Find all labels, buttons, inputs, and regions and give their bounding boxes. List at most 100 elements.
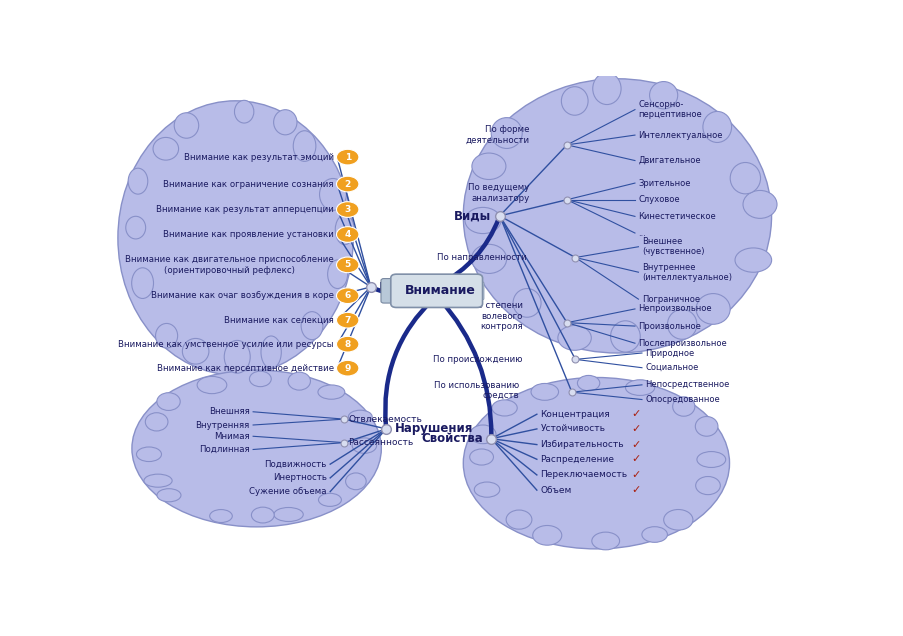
Ellipse shape	[663, 509, 693, 530]
Ellipse shape	[666, 309, 696, 339]
Text: Внимание как результат апперцепции: Внимание как результат апперцепции	[155, 205, 333, 214]
Ellipse shape	[694, 417, 717, 436]
Ellipse shape	[464, 207, 500, 233]
Text: 9: 9	[344, 364, 350, 373]
Ellipse shape	[695, 294, 730, 324]
Text: Инертность: Инертность	[273, 473, 326, 482]
Text: Внутренняя: Внутренняя	[195, 420, 249, 429]
Text: Внешняя: Внешняя	[209, 407, 249, 417]
Ellipse shape	[348, 410, 372, 423]
Ellipse shape	[470, 449, 493, 465]
Circle shape	[336, 288, 358, 303]
Ellipse shape	[153, 137, 179, 160]
Text: Кинестетическое: Кинестетическое	[638, 212, 715, 221]
Text: По форме
деятельности: По форме деятельности	[465, 125, 529, 145]
Text: Рассеянность: Рассеянность	[348, 438, 414, 447]
Text: Внимание как очаг возбуждения в коре: Внимание как очаг возбуждения в коре	[151, 291, 333, 300]
Ellipse shape	[742, 190, 777, 218]
Ellipse shape	[641, 527, 666, 543]
Text: Отвлекаемость: Отвлекаемость	[348, 415, 422, 424]
Text: Слуховое: Слуховое	[638, 195, 679, 204]
Circle shape	[336, 202, 358, 218]
Text: 3: 3	[344, 205, 350, 214]
Ellipse shape	[319, 179, 346, 211]
Text: По происхождению: По происхождению	[433, 355, 522, 364]
Text: ✓: ✓	[631, 439, 640, 450]
Text: ✓: ✓	[631, 470, 640, 480]
Ellipse shape	[128, 168, 147, 194]
Ellipse shape	[532, 525, 561, 545]
FancyBboxPatch shape	[390, 274, 482, 307]
Ellipse shape	[301, 312, 322, 340]
Ellipse shape	[462, 378, 729, 549]
Text: Мнимая: Мнимая	[214, 432, 249, 441]
Text: Устойчивость: Устойчивость	[540, 424, 605, 433]
Ellipse shape	[730, 162, 759, 194]
Text: 4: 4	[344, 230, 350, 239]
Ellipse shape	[144, 474, 172, 487]
Circle shape	[336, 176, 358, 192]
Ellipse shape	[274, 109, 297, 135]
Circle shape	[336, 312, 358, 328]
Ellipse shape	[117, 100, 353, 375]
Ellipse shape	[126, 216, 145, 239]
Ellipse shape	[490, 118, 522, 148]
Ellipse shape	[274, 508, 303, 522]
Ellipse shape	[591, 532, 619, 550]
Ellipse shape	[318, 385, 344, 399]
Ellipse shape	[703, 111, 731, 142]
Ellipse shape	[249, 371, 271, 387]
Text: Избирательность: Избирательность	[540, 440, 623, 449]
Ellipse shape	[224, 340, 250, 373]
Ellipse shape	[197, 377, 227, 394]
Text: Непроизвольное: Непроизвольное	[638, 305, 712, 314]
Circle shape	[336, 149, 358, 165]
Ellipse shape	[145, 413, 168, 431]
Ellipse shape	[695, 476, 720, 495]
Text: Внимание как результат эмоций: Внимание как результат эмоций	[183, 153, 333, 162]
Ellipse shape	[610, 321, 639, 352]
Ellipse shape	[251, 507, 274, 523]
Ellipse shape	[318, 494, 341, 506]
Ellipse shape	[209, 509, 232, 523]
Text: ✓: ✓	[631, 485, 640, 495]
Text: Пограничное: Пограничное	[641, 294, 699, 303]
Text: ✓: ✓	[631, 409, 640, 419]
Text: Внутреннее
(интеллектуальное): Внутреннее (интеллектуальное)	[641, 263, 731, 282]
Ellipse shape	[557, 326, 591, 350]
Text: Внимание как проявление установки: Внимание как проявление установки	[163, 230, 333, 239]
Text: Природное: Природное	[645, 349, 694, 357]
Text: Подвижность: Подвижность	[264, 460, 326, 469]
Text: Внимание: Внимание	[405, 284, 475, 297]
Ellipse shape	[352, 438, 377, 453]
Text: Опосредованное: Опосредованное	[645, 395, 720, 404]
Ellipse shape	[513, 289, 541, 317]
Text: 6: 6	[344, 291, 350, 300]
Text: Внимание как умственное усилие или ресурсы: Внимание как умственное усилие или ресур…	[118, 340, 333, 349]
Ellipse shape	[649, 81, 677, 109]
Ellipse shape	[261, 336, 281, 368]
Ellipse shape	[696, 452, 725, 467]
Ellipse shape	[625, 380, 654, 396]
Ellipse shape	[174, 113, 199, 138]
Text: Нарушения: Нарушения	[395, 422, 472, 436]
Ellipse shape	[577, 375, 599, 391]
Text: Сенсорно-
перцептивное: Сенсорно- перцептивное	[638, 100, 702, 120]
Ellipse shape	[157, 488, 181, 502]
Text: Переключаемость: Переключаемость	[540, 471, 627, 480]
Text: Социальное: Социальное	[645, 363, 698, 372]
Circle shape	[336, 257, 358, 273]
Text: Внимание как двигательное приспособление
(ориентировочный рефлекс): Внимание как двигательное приспособление…	[125, 255, 333, 275]
Circle shape	[336, 336, 358, 352]
Text: ✓: ✓	[631, 424, 640, 434]
Text: Интеллектуальное: Интеллектуальное	[638, 130, 722, 139]
Text: 5: 5	[344, 260, 350, 270]
Ellipse shape	[293, 131, 315, 162]
Text: ...: ...	[638, 228, 646, 237]
Text: 1: 1	[344, 153, 350, 162]
Ellipse shape	[234, 100, 254, 123]
Ellipse shape	[561, 86, 588, 115]
Text: По степени
волевого
контроля: По степени волевого контроля	[470, 301, 522, 331]
Text: Внимание как персептивное действие: Внимание как персептивное действие	[156, 364, 333, 373]
Circle shape	[336, 226, 358, 242]
